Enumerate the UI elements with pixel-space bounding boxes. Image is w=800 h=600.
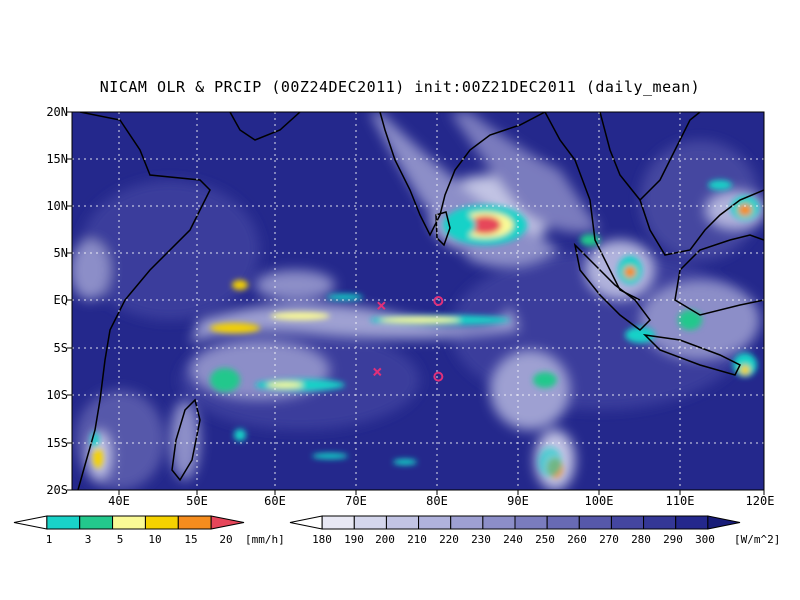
precip-swatch xyxy=(144,515,179,530)
storm-o-marker xyxy=(433,371,444,382)
lat-label: 5S xyxy=(53,341,68,355)
olr-swatch xyxy=(289,515,323,530)
storm-o-marker xyxy=(433,296,444,306)
precip-swatch xyxy=(46,515,81,530)
olr-swatch xyxy=(675,515,709,530)
precip-unit-label: [mm/h] xyxy=(245,533,285,546)
olr-swatch xyxy=(546,515,580,530)
lon-label: 120E xyxy=(745,494,775,508)
precip-swatch xyxy=(210,515,245,530)
lon-label: 40E xyxy=(108,494,130,508)
olr-tick-label: 280 xyxy=(631,533,651,546)
storm-markers xyxy=(373,296,444,382)
precip-tick-label: 20 xyxy=(219,533,233,546)
olr-tick-label: 300 xyxy=(695,533,715,546)
storm-x-marker xyxy=(373,367,382,377)
precip-patches xyxy=(91,180,759,478)
olr-tick-label: 220 xyxy=(439,533,459,546)
olr-tick-label: 200 xyxy=(375,533,395,546)
olr-swatch xyxy=(385,515,420,530)
lon-label: 70E xyxy=(345,494,367,508)
precip-swatch xyxy=(13,515,48,530)
lon-label: 60E xyxy=(264,494,286,508)
olr-swatch xyxy=(482,515,516,530)
storm-x-marker xyxy=(377,301,386,310)
lat-label: EQ xyxy=(53,293,68,307)
lon-label: 80E xyxy=(426,494,448,508)
olr-swatch xyxy=(707,515,741,530)
lon-label: 90E xyxy=(507,494,529,508)
lat-label: 5N xyxy=(53,246,68,260)
olr-swatch xyxy=(418,515,452,530)
olr-tick-label: 240 xyxy=(503,533,523,546)
olr-swatch xyxy=(514,515,548,530)
olr-tick-label: 250 xyxy=(535,533,555,546)
olr-colorbar xyxy=(289,515,741,530)
precip-swatch xyxy=(177,515,212,530)
lat-label: 20N xyxy=(46,105,68,119)
map-title: NICAM OLR & PRCIP (00Z24DEC2011) init:00… xyxy=(99,78,701,96)
lat-label: 20S xyxy=(46,483,68,497)
lon-label: 50E xyxy=(186,494,208,508)
lat-label: 10N xyxy=(46,199,68,213)
precip-tick-label: 15 xyxy=(184,533,198,546)
precip-swatch xyxy=(79,515,114,530)
map-frame xyxy=(71,111,765,491)
coastlines xyxy=(77,112,764,490)
precip-tick-label: 5 xyxy=(116,533,124,546)
olr-tick-label: 260 xyxy=(567,533,587,546)
olr-tick-label: 180 xyxy=(312,533,332,546)
lat-label: 15S xyxy=(46,436,68,450)
olr-swatch xyxy=(643,515,677,530)
olr-tick-label: 270 xyxy=(599,533,619,546)
olr-tick-label: 290 xyxy=(663,533,683,546)
olr-swatch xyxy=(610,515,645,530)
lat-label: 15N xyxy=(46,152,68,166)
olr-tick-label: 210 xyxy=(407,533,427,546)
precip-colorbar xyxy=(13,515,245,530)
lon-label: 110E xyxy=(665,494,695,508)
precip-tick-label: 1 xyxy=(45,533,53,546)
grid-lines xyxy=(72,112,764,490)
precip-tick-label: 10 xyxy=(148,533,162,546)
precip-tick-label: 3 xyxy=(84,533,92,546)
olr-swatch xyxy=(353,515,387,530)
olr-tick-label: 190 xyxy=(344,533,364,546)
lon-label: 100E xyxy=(584,494,614,508)
olr-swatch xyxy=(578,515,612,530)
precip-swatch xyxy=(112,515,146,530)
olr-swatch xyxy=(450,515,484,530)
map-field xyxy=(72,112,764,490)
olr-swatch xyxy=(321,515,355,530)
lat-label: 10S xyxy=(46,388,68,402)
olr-unit-label: [W/m^2] xyxy=(734,533,781,546)
olr-tick-label: 230 xyxy=(471,533,491,546)
axis-ticks xyxy=(67,111,765,495)
